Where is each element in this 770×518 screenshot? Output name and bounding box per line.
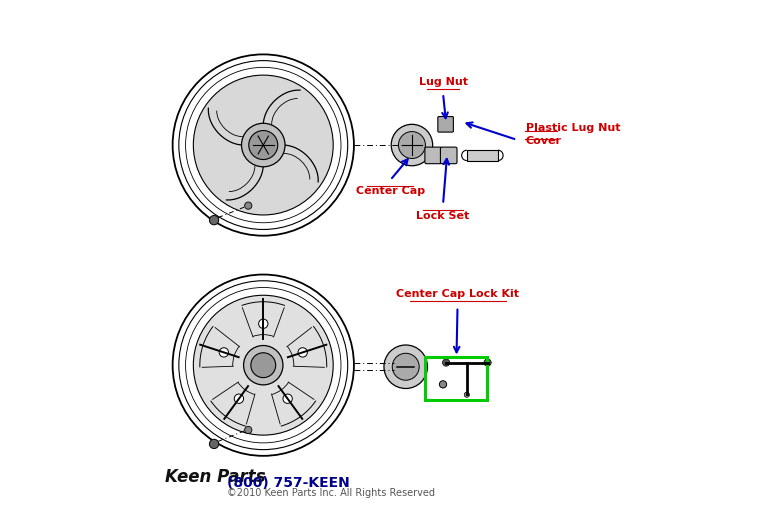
Circle shape: [440, 381, 447, 388]
Text: Lug Nut: Lug Nut: [419, 77, 467, 87]
Circle shape: [251, 353, 276, 378]
Circle shape: [193, 75, 333, 215]
Circle shape: [259, 319, 268, 328]
Circle shape: [398, 132, 425, 159]
Circle shape: [242, 123, 285, 167]
Circle shape: [243, 346, 283, 385]
Circle shape: [464, 392, 470, 397]
Text: (800) 757-KEEN: (800) 757-KEEN: [227, 476, 350, 490]
Circle shape: [249, 131, 278, 160]
Circle shape: [384, 345, 427, 388]
Circle shape: [283, 394, 293, 404]
Circle shape: [209, 439, 219, 449]
FancyBboxPatch shape: [440, 147, 457, 164]
Text: Keen Parts: Keen Parts: [165, 468, 266, 485]
Circle shape: [298, 348, 307, 357]
Circle shape: [484, 359, 491, 366]
Text: ©2010 Keen Parts Inc. All Rights Reserved: ©2010 Keen Parts Inc. All Rights Reserve…: [227, 488, 435, 498]
Text: Center Cap Lock Kit: Center Cap Lock Kit: [396, 290, 519, 299]
Text: Lock Set: Lock Set: [417, 211, 470, 221]
Circle shape: [245, 426, 252, 434]
Circle shape: [219, 348, 229, 357]
Circle shape: [245, 202, 252, 209]
Circle shape: [443, 359, 450, 366]
Bar: [425, 357, 487, 400]
Text: Plastic Lug Nut
Cover: Plastic Lug Nut Cover: [526, 123, 621, 146]
FancyBboxPatch shape: [425, 147, 441, 164]
Circle shape: [234, 394, 243, 404]
FancyBboxPatch shape: [438, 117, 454, 132]
Circle shape: [209, 215, 219, 225]
Bar: [467, 150, 498, 161]
Circle shape: [391, 124, 433, 166]
Circle shape: [193, 295, 333, 435]
Circle shape: [392, 353, 419, 380]
Text: Center Cap: Center Cap: [356, 186, 425, 196]
